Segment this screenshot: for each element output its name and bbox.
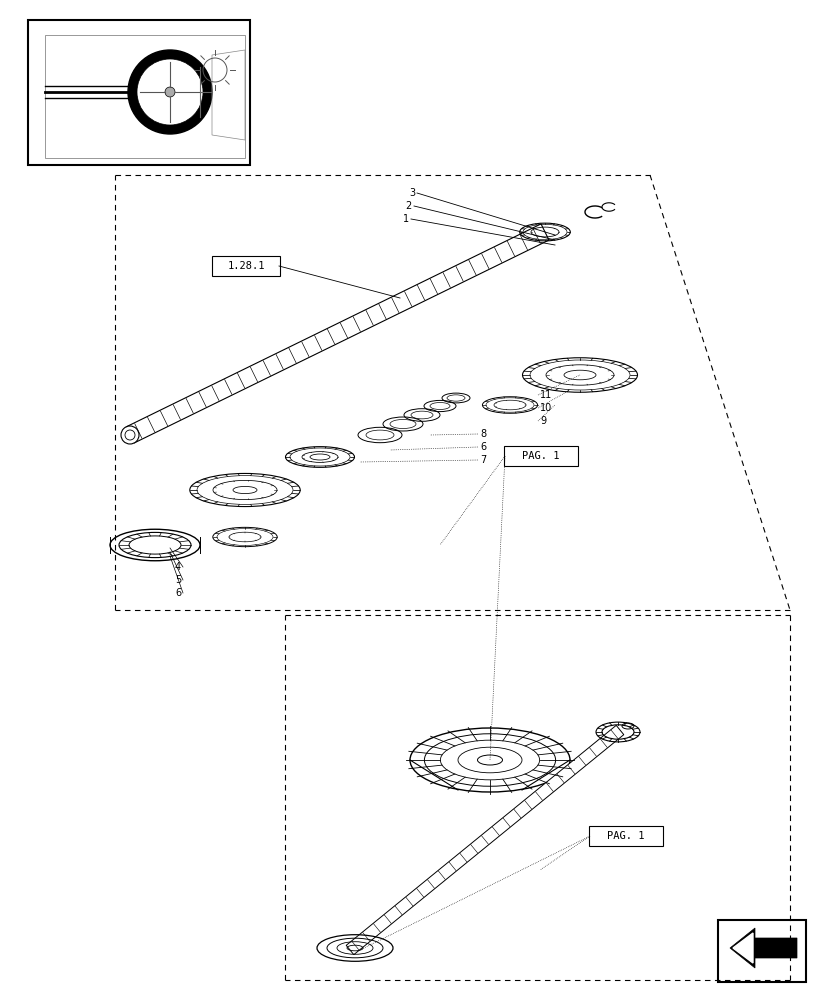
Ellipse shape <box>110 529 200 561</box>
Circle shape <box>128 50 212 134</box>
Polygon shape <box>346 725 623 955</box>
FancyBboxPatch shape <box>588 826 662 846</box>
Bar <box>717 920 805 982</box>
Text: 1.28.1: 1.28.1 <box>227 261 265 271</box>
Text: 7: 7 <box>480 455 485 465</box>
Circle shape <box>136 59 203 125</box>
Circle shape <box>165 87 174 97</box>
FancyBboxPatch shape <box>212 256 280 276</box>
Text: 9: 9 <box>539 416 546 426</box>
Text: 10: 10 <box>539 403 552 413</box>
Text: 2: 2 <box>405 201 412 211</box>
Text: 3: 3 <box>409 188 414 198</box>
FancyBboxPatch shape <box>504 446 577 466</box>
Polygon shape <box>729 928 796 968</box>
Text: 6: 6 <box>174 588 181 598</box>
Bar <box>28 20 250 165</box>
Polygon shape <box>126 224 548 443</box>
Text: 11: 11 <box>539 390 552 400</box>
Text: 6: 6 <box>480 442 485 452</box>
Text: 4: 4 <box>174 562 181 572</box>
Text: 8: 8 <box>480 429 485 439</box>
Text: 5: 5 <box>174 575 181 585</box>
Text: 1: 1 <box>403 214 409 224</box>
Text: PAG. 1: PAG. 1 <box>522 451 559 461</box>
Polygon shape <box>732 933 752 963</box>
Ellipse shape <box>121 426 139 444</box>
Text: PAG. 1: PAG. 1 <box>606 831 644 841</box>
